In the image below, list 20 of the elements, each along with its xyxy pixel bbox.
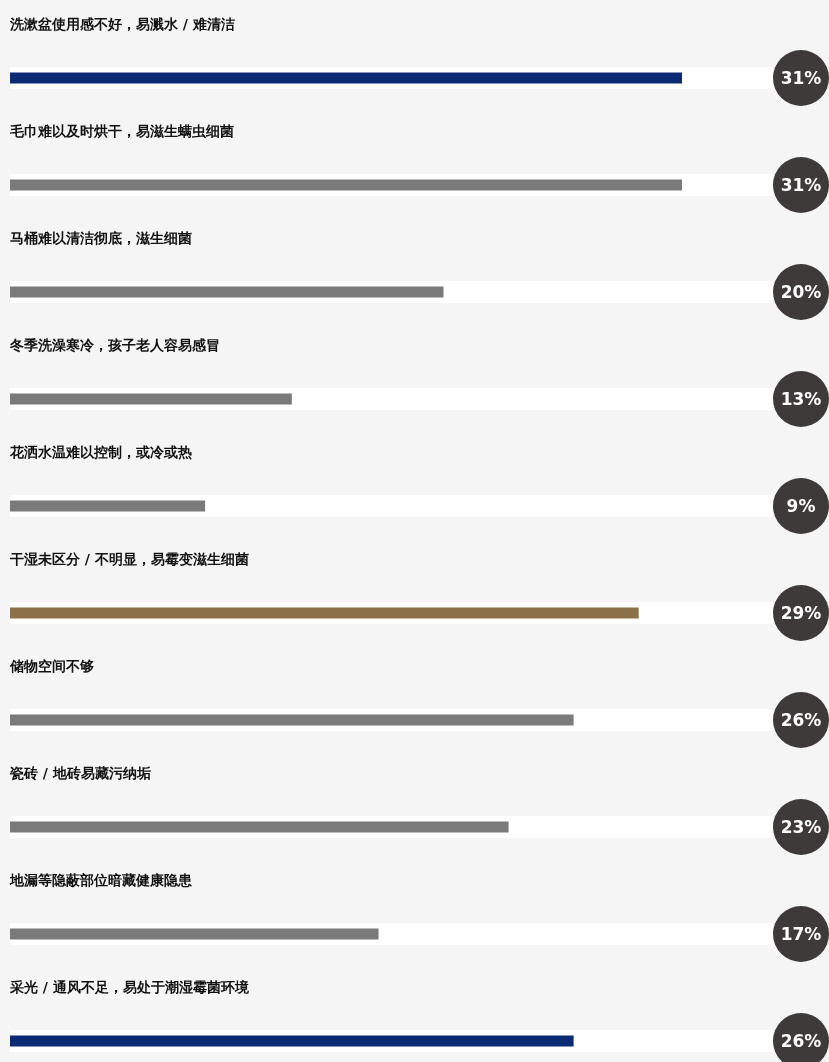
y-tick-label: 采光 / 通风不足，易处于潮湿霉菌环境 [9,979,250,995]
y-tick-label: 地漏等隐蔽部位暗藏健康隐患 [9,872,193,888]
y-tick-label: 储物空间不够 [9,658,94,674]
data-label: 26% [780,710,822,730]
y-tick-label: 干湿未区分 / 不明显，易霉变滋生细菌 [9,551,249,567]
data-label: 20% [780,282,822,302]
data-label: 29% [780,603,822,623]
data-label: 31% [780,175,822,195]
y-tick-label: 洗漱盆使用感不好，易溅水 / 难清洁 [9,16,235,32]
y-tick-label: 马桶难以清洁彻底，滋生细菌 [10,230,192,246]
y-tick-label: 瓷砖 / 地砖易藏污纳垢 [9,765,151,781]
y-tick-label: 冬季洗澡寒冷，孩子老人容易感冒 [9,337,220,353]
y-tick-label: 花洒水温难以控制，或冷或热 [9,444,192,460]
data-label: 23% [780,817,822,837]
data-label: 9% [786,496,816,516]
data-label: 31% [780,68,822,88]
y-tick-label: 毛巾难以及时烘干，易滋生螨虫细菌 [9,123,234,139]
data-label: 13% [780,389,822,409]
data-label: 26% [780,1031,822,1051]
data-label: 17% [780,924,822,944]
